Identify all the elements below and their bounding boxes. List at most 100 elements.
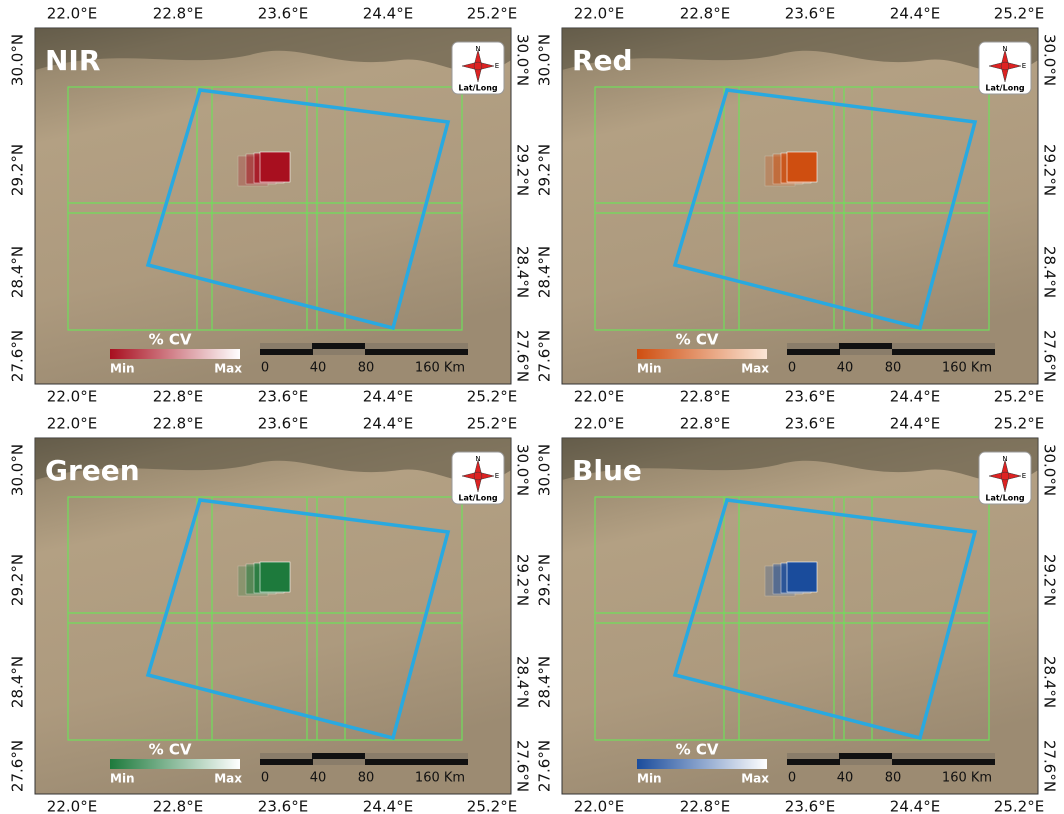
lon-label-bottom: 24.4°E [363,388,413,406]
legend-bar [110,759,240,769]
legend-title: % CV [676,331,719,349]
lat-label-left: 30.0°N [536,34,554,86]
lon-label-bottom: 23.6°E [258,388,308,406]
lon-label-bottom: 22.0°E [47,798,97,814]
lat-label-left: 30.0°N [9,34,27,86]
scale-bar-segment [365,343,468,349]
lon-label-bottom: 22.0°E [574,798,624,814]
lat-label-right: 30.0°N [514,34,532,86]
lon-label-top: 22.0°E [574,415,624,433]
map-figure: NIRNELat/Long% CVMinMax04080160 Km22.0°E… [0,0,1064,814]
lat-label-left: 29.2°N [9,554,27,606]
scale-bar-segment [260,753,312,759]
lat-label-right: 27.6°N [514,740,532,792]
lon-label-top: 24.4°E [363,415,413,433]
map-panel: BlueNELat/Long% CVMinMax04080160 Km22.0°… [536,415,1059,814]
legend-max: Max [214,772,242,786]
scale-bar-segment [892,343,995,349]
lon-label-top: 25.2°E [467,415,517,433]
lat-label-left: 29.2°N [536,554,554,606]
lat-label-left: 27.6°N [536,740,554,792]
lon-label-bottom: 25.2°E [467,388,517,406]
lon-label-bottom: 22.8°E [680,388,730,406]
lat-label-left: 29.2°N [9,144,27,196]
scale-bar-segment [840,349,892,355]
lat-label-right: 30.0°N [1041,34,1059,86]
lon-label-top: 25.2°E [994,5,1044,23]
lat-label-right: 28.4°N [1041,656,1059,708]
lon-label-bottom: 24.4°E [890,798,940,814]
legend-title: % CV [676,741,719,759]
legend-max: Max [214,362,242,376]
lon-label-bottom: 22.8°E [153,798,203,814]
compass-north: N [475,455,480,463]
legend-bar [110,349,240,359]
lon-label-top: 23.6°E [258,5,308,23]
scale-bar-segment [892,753,995,759]
lon-label-top: 25.2°E [467,5,517,23]
legend-min: Min [637,772,662,786]
lon-label-top: 22.8°E [153,5,203,23]
lon-label-bottom: 22.0°E [47,388,97,406]
lon-label-bottom: 25.2°E [467,798,517,814]
cv-square [260,562,290,592]
legend-title: % CV [149,741,192,759]
lat-label-left: 28.4°N [9,246,27,298]
scale-label: 80 [358,361,375,376]
lat-label-right: 29.2°N [514,144,532,196]
lat-label-left: 27.6°N [536,330,554,382]
scale-label: 40 [837,361,854,376]
lon-label-top: 23.6°E [258,415,308,433]
band-title: NIR [45,44,100,77]
legend-min: Min [637,362,662,376]
lat-label-right: 30.0°N [514,444,532,496]
lon-label-bottom: 22.8°E [153,388,203,406]
legend-bar [637,759,767,769]
scale-bar-segment [787,343,839,349]
lon-label-top: 23.6°E [785,5,835,23]
scale-label: 80 [885,361,902,376]
lon-label-top: 22.0°E [574,5,624,23]
legend-min: Min [110,772,135,786]
lon-label-bottom: 23.6°E [785,388,835,406]
scale-label: 40 [310,361,327,376]
band-title: Green [45,454,140,487]
scale-bar-segment [313,759,365,765]
compass-east: E [495,62,499,70]
lon-label-bottom: 25.2°E [994,388,1044,406]
scale-bar-segment [313,349,365,355]
lon-label-top: 24.4°E [890,5,940,23]
lat-label-right: 29.2°N [1041,554,1059,606]
figure: NIRNELat/Long% CVMinMax04080160 Km22.0°E… [0,0,1064,814]
compass-east: E [1022,62,1026,70]
compass-north: N [475,45,480,53]
cv-square [260,152,290,182]
compass-north: N [1002,455,1007,463]
scale-label: 80 [885,771,902,786]
lon-label-top: 22.0°E [47,5,97,23]
lat-label-right: 29.2°N [1041,144,1059,196]
lon-label-bottom: 22.8°E [680,798,730,814]
lon-label-bottom: 25.2°E [994,798,1044,814]
compass-label: Lat/Long [985,494,1025,503]
lon-label-top: 24.4°E [363,5,413,23]
lat-label-right: 28.4°N [514,246,532,298]
lat-label-left: 28.4°N [9,656,27,708]
lat-label-left: 29.2°N [536,144,554,196]
scale-label: 0 [788,771,796,786]
map-image [35,28,511,384]
legend-max: Max [741,772,769,786]
scale-bar-segment [787,753,839,759]
lat-label-right: 30.0°N [1041,444,1059,496]
lat-label-left: 28.4°N [536,656,554,708]
compass-label: Lat/Long [985,84,1025,93]
legend-min: Min [110,362,135,376]
scale-bar-segment [840,759,892,765]
lon-label-bottom: 23.6°E [258,798,308,814]
compass-label: Lat/Long [458,494,498,503]
band-title: Blue [572,454,642,487]
lat-label-left: 27.6°N [9,740,27,792]
